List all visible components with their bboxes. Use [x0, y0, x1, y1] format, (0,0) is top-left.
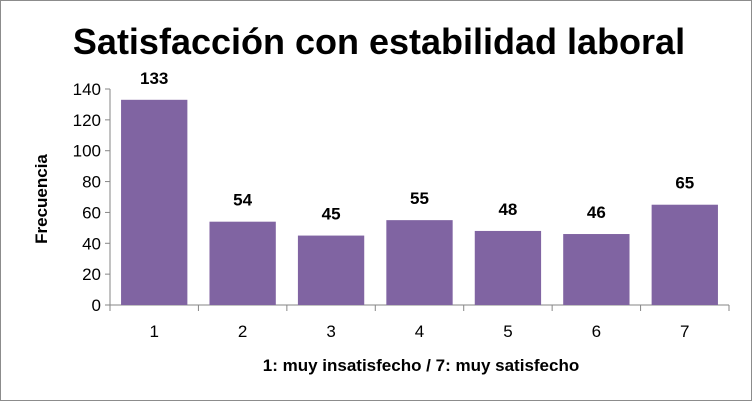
bar — [474, 230, 542, 305]
x-tick-label: 3 — [326, 322, 335, 341]
y-tick-label: 140 — [73, 80, 101, 99]
plot-area: 0 20 40 60 80 100 120 140 133 1 54 2 45 3 55 4 48 5 46 6 65 7 — [73, 69, 730, 341]
x-tick-label: 1 — [149, 322, 158, 341]
y-tick-label: 20 — [82, 265, 101, 284]
bar — [563, 234, 630, 305]
data-label: 55 — [410, 189, 429, 208]
chart-title: Satisfacción con estabilidad laboral — [73, 21, 685, 62]
y-tick-label: 120 — [73, 111, 101, 130]
y-tick-label: 60 — [82, 203, 101, 222]
bar — [297, 235, 365, 305]
y-tick-label: 40 — [82, 234, 101, 253]
x-tick-label: 7 — [680, 322, 689, 341]
bar — [121, 99, 188, 305]
y-tick-label: 0 — [92, 296, 101, 315]
data-label: 45 — [322, 205, 341, 224]
y-tick-label: 80 — [82, 173, 101, 192]
bar — [386, 220, 453, 305]
x-tick-label: 2 — [238, 322, 247, 341]
x-axis-title: 1: muy insatisfecho / 7: muy satisfecho — [263, 356, 579, 375]
x-tick-label: 6 — [592, 322, 601, 341]
bar — [209, 221, 276, 305]
data-label: 54 — [233, 191, 252, 210]
data-label: 133 — [140, 69, 168, 88]
x-tick-label: 5 — [503, 322, 512, 341]
data-label: 48 — [498, 200, 517, 219]
x-tick-label: 4 — [415, 322, 424, 341]
y-axis-title: Frecuencia — [32, 154, 51, 244]
data-label: 65 — [675, 174, 694, 193]
data-label: 46 — [587, 203, 606, 222]
y-tick-label: 100 — [73, 142, 101, 161]
bar — [651, 204, 718, 305]
